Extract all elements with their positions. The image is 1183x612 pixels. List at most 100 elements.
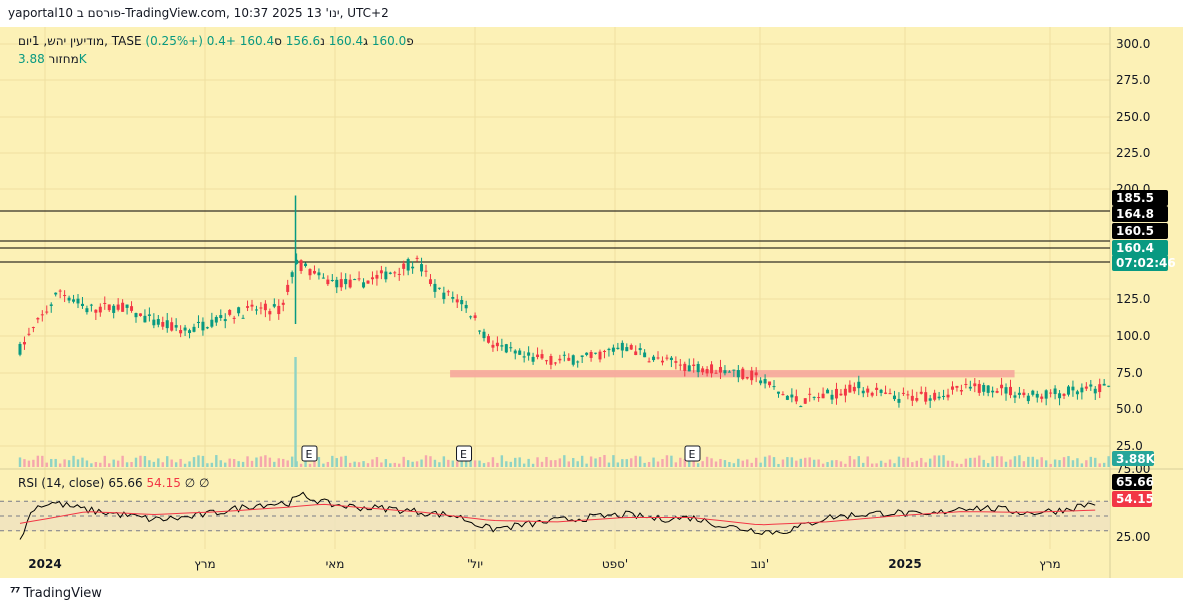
price-label-bg[interactable] <box>1112 223 1168 239</box>
volume-bar <box>665 455 669 467</box>
price-label-bg[interactable] <box>1112 255 1168 271</box>
volume-bar <box>518 457 521 467</box>
price-axis-tick: 225.0 <box>1116 146 1150 160</box>
volume-bar <box>282 458 285 467</box>
volume-bar <box>549 460 553 467</box>
earnings-marker[interactable] <box>301 445 318 462</box>
volume-bar <box>777 463 780 467</box>
candle-body <box>692 364 696 367</box>
candle-body <box>161 322 165 327</box>
candle-body <box>817 397 821 399</box>
candle-body <box>870 392 874 396</box>
candle-body <box>500 345 504 347</box>
earnings-marker[interactable] <box>684 445 701 462</box>
volume-legend[interactable]: מחזור 3.88K <box>18 52 87 66</box>
volume-bar <box>353 461 356 467</box>
candle-body <box>669 357 673 361</box>
rsi-ma-line <box>19 503 1096 526</box>
volume-bar <box>567 461 570 467</box>
price-label: 164.8 <box>1116 207 1154 221</box>
candle-body <box>727 371 731 373</box>
volume-bar <box>473 460 477 467</box>
candle-body <box>335 279 339 288</box>
candle-body <box>772 386 776 388</box>
candle-body <box>40 314 44 316</box>
candle-body <box>94 309 98 313</box>
volume-bar <box>1098 463 1101 467</box>
candle-body <box>433 283 437 292</box>
resistance-zone[interactable] <box>450 370 1015 378</box>
candle-body <box>134 313 138 318</box>
chart-area[interactable]: 300.0 275.0 250.0 225.0 200.0 125.0 100.0 75.0 5… <box>0 27 1183 578</box>
volume-bar <box>696 463 700 467</box>
volume-bar <box>1107 456 1110 467</box>
price-label-bg[interactable] <box>1112 206 1168 222</box>
volume-bar <box>384 459 388 467</box>
volume-bar <box>884 462 887 467</box>
candle-body <box>723 370 727 374</box>
candle-body <box>901 392 905 394</box>
volume-bar <box>893 463 896 467</box>
candle-body <box>513 350 517 354</box>
candle-body <box>567 357 571 361</box>
candle-body <box>121 302 125 312</box>
candle-body <box>482 331 486 339</box>
price-label-bg[interactable] <box>1112 190 1168 206</box>
volume-label: מחזור <box>48 52 79 66</box>
tradingview-logo-icon: ⁷⁷ <box>10 586 20 601</box>
candle-body <box>558 358 562 361</box>
volume-bar <box>1058 460 1061 467</box>
volume-bar <box>152 461 156 467</box>
symbol-name[interactable]: מודיעין יהש, 1יום, TASE <box>18 34 142 48</box>
candle-body <box>353 279 357 281</box>
volume-bar <box>1040 457 1043 467</box>
volume-bar <box>424 455 428 467</box>
candle-body <box>509 347 513 349</box>
candle-body <box>504 344 508 353</box>
candle-body <box>549 356 553 365</box>
candle-body <box>1017 392 1021 395</box>
volume-bar <box>839 461 843 467</box>
volume-bar <box>335 458 338 467</box>
candle-body <box>290 272 294 277</box>
candle-body <box>906 394 910 396</box>
candle-body <box>143 315 147 323</box>
volume-bar <box>924 462 927 467</box>
candle-body <box>442 292 446 300</box>
candle-body <box>486 336 490 343</box>
volume-bar <box>259 456 263 467</box>
volume-bar <box>768 455 771 467</box>
earnings-marker-label: E <box>460 448 467 461</box>
candle-body <box>745 377 749 379</box>
candle-body <box>250 304 254 307</box>
volume-bar <box>121 455 124 467</box>
candle-body <box>910 395 914 401</box>
price-label-bg[interactable] <box>1112 240 1168 256</box>
rsi-current-label: 65.66 <box>1116 475 1154 489</box>
candle-body <box>246 306 250 308</box>
candle-body <box>991 390 995 393</box>
chart-canvas[interactable]: 300.0275.0250.0225.0200.0125.0100.075.05… <box>0 27 1183 578</box>
symbol-legend[interactable]: מודיעין יהש, 1יום, TASE פ160.0 ג160.4 נ1… <box>18 34 414 48</box>
earnings-marker[interactable] <box>456 445 473 462</box>
candle-body <box>647 361 651 363</box>
footer-brand[interactable]: ⁷⁷ TradingView <box>10 586 102 601</box>
volume-bar <box>862 462 865 467</box>
volume-bar <box>143 456 147 467</box>
volume-spike-bar <box>294 357 297 467</box>
rsi-legend[interactable]: RSI (14, close) 65.66 54.15 ∅ ∅ <box>18 476 209 490</box>
candle-body <box>634 351 638 356</box>
candle-body <box>49 304 53 306</box>
candle-body <box>732 369 736 371</box>
candle-body <box>321 277 325 279</box>
volume-bar <box>112 459 115 467</box>
candle-body <box>857 381 861 389</box>
candle-body <box>147 314 151 316</box>
volume-bar <box>326 461 330 467</box>
volume-bar <box>674 462 678 467</box>
chart-header: yaportal10 פורסם ב-TradingView.com, 10:3… <box>8 6 389 20</box>
candle-body <box>705 369 709 374</box>
candle-body <box>843 388 847 396</box>
candle-body <box>1053 388 1057 395</box>
volume-bar <box>772 457 776 467</box>
